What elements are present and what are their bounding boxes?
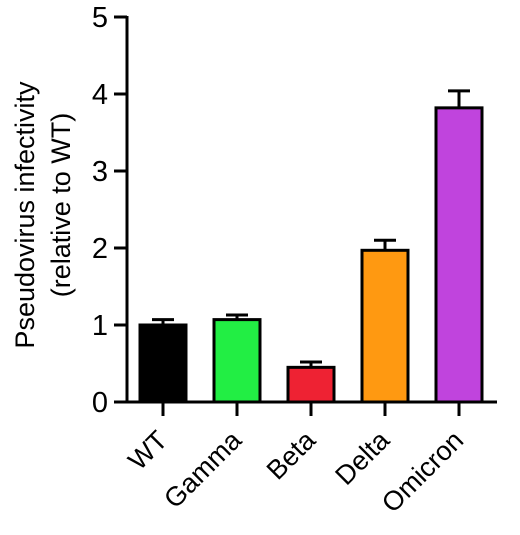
error-bar-gamma <box>226 313 248 320</box>
y-axis-label: Pseudovirus infectivity (relative to WT) <box>10 81 76 349</box>
y-tick-label: 4 <box>92 79 108 111</box>
y-axis-label-line-1: Pseudovirus infectivity <box>10 81 40 349</box>
bar-wt <box>138 323 188 404</box>
bar-beta <box>286 365 336 404</box>
bar-gamma <box>212 318 262 404</box>
y-axis-label-line-2: (relative to WT) <box>46 113 76 298</box>
y-tick-label: 1 <box>92 310 108 342</box>
y-tick-label: 5 <box>92 2 108 34</box>
error-bar-wt <box>152 318 174 325</box>
x-tick-label-omicron: Omicron <box>376 425 469 518</box>
x-tick-label-wt: WT <box>122 425 173 476</box>
x-tick-label-gamma: Gamma <box>158 424 248 514</box>
bar-omicron <box>434 106 484 404</box>
error-bars <box>152 89 470 368</box>
x-axis <box>125 400 497 416</box>
y-tick-label: 3 <box>92 156 108 188</box>
error-bar-beta <box>300 360 322 368</box>
y-axis: 0 1 2 3 4 5 <box>92 2 129 419</box>
error-bar-omicron <box>448 89 470 108</box>
x-tick-label-delta: Delta <box>329 424 395 490</box>
error-bar-delta <box>374 238 396 251</box>
bars <box>138 106 484 404</box>
bar-delta <box>360 248 410 404</box>
x-tick-label-beta: Beta <box>261 424 322 485</box>
y-tick-label: 2 <box>92 233 108 265</box>
y-tick-label: 0 <box>92 387 108 419</box>
